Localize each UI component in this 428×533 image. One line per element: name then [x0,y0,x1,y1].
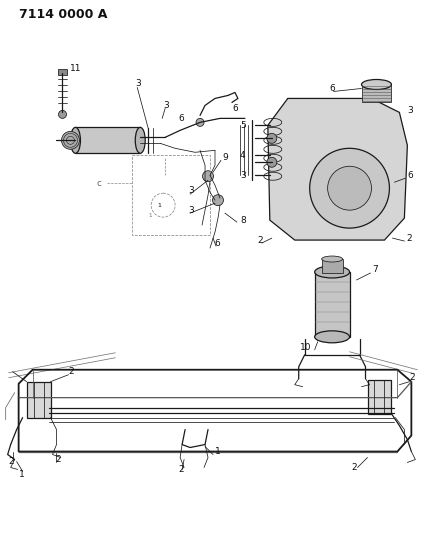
Text: 3: 3 [163,101,169,110]
Ellipse shape [322,256,342,262]
Circle shape [310,148,389,228]
Circle shape [62,131,80,149]
Polygon shape [268,99,407,240]
Text: 2: 2 [56,455,61,464]
Ellipse shape [362,79,392,90]
Circle shape [267,133,277,143]
Circle shape [196,118,204,126]
Text: 2: 2 [351,463,357,472]
Text: 2: 2 [406,233,412,243]
Text: 3: 3 [188,185,194,195]
Text: 3: 3 [407,106,413,115]
Bar [57,69,68,75]
Bar [315,272,350,337]
Ellipse shape [71,127,80,154]
Bar [27,382,51,417]
Text: 6: 6 [232,104,238,113]
Bar [368,379,392,414]
Text: 7: 7 [372,265,378,274]
Bar [322,259,342,273]
Text: 10: 10 [300,343,311,352]
Text: 8: 8 [240,216,246,224]
Ellipse shape [315,331,350,343]
Text: 2: 2 [9,457,14,466]
Text: 2: 2 [258,236,264,245]
Text: 6: 6 [214,239,220,247]
Text: 3: 3 [135,79,141,88]
Text: 7114 0000 A: 7114 0000 A [19,8,107,21]
Text: 1: 1 [149,213,152,217]
Circle shape [327,166,372,210]
Text: 11: 11 [69,64,81,73]
Ellipse shape [315,266,350,278]
Text: 3: 3 [240,171,246,180]
Text: 9: 9 [222,153,228,162]
Bar [132,155,210,235]
Text: 2: 2 [409,373,415,382]
Text: 2: 2 [178,465,184,474]
Text: 3: 3 [188,206,194,215]
Text: 6: 6 [407,171,413,180]
Text: 6: 6 [330,84,336,93]
Ellipse shape [135,127,145,154]
Text: c: c [96,179,101,188]
Text: 4: 4 [240,151,246,160]
Circle shape [213,195,223,206]
Circle shape [267,157,277,167]
Circle shape [202,171,214,182]
Bar [362,84,392,102]
Text: 5: 5 [240,121,246,130]
Circle shape [59,110,66,118]
Text: 1: 1 [19,470,24,479]
Text: 6: 6 [178,114,184,123]
Bar [75,127,140,154]
Text: 2: 2 [68,367,74,376]
Text: 1: 1 [157,203,161,208]
Text: 1: 1 [215,447,221,456]
